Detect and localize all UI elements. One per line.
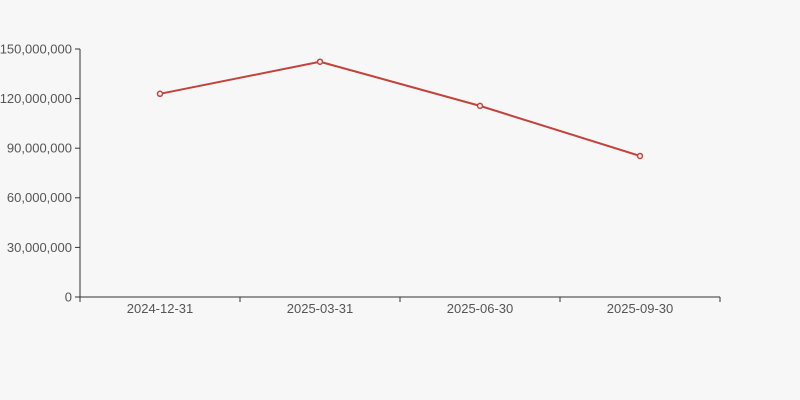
x-axis-tick-label: 2025-06-30	[447, 301, 514, 316]
x-axis-tick-label: 2025-03-31	[287, 301, 354, 316]
x-axis-tick-label: 2024-12-31	[127, 301, 194, 316]
data-point-marker[interactable]	[636, 152, 644, 160]
y-axis-tick-label: 60,000,000	[7, 190, 72, 205]
y-axis-tick-label: 0	[65, 289, 72, 304]
y-axis-tick-label: 30,000,000	[7, 240, 72, 255]
data-point-marker[interactable]	[156, 90, 164, 98]
data-point-marker[interactable]	[316, 58, 324, 65]
series-line	[159, 60, 641, 157]
y-axis-tick-label: 150,000,000	[0, 41, 72, 56]
x-axis-tick-label: 2025-09-30	[607, 301, 674, 316]
y-axis-tick-label: 120,000,000	[0, 91, 72, 106]
y-axis-tick-label: 90,000,000	[7, 141, 72, 156]
data-point-marker[interactable]	[476, 102, 484, 110]
